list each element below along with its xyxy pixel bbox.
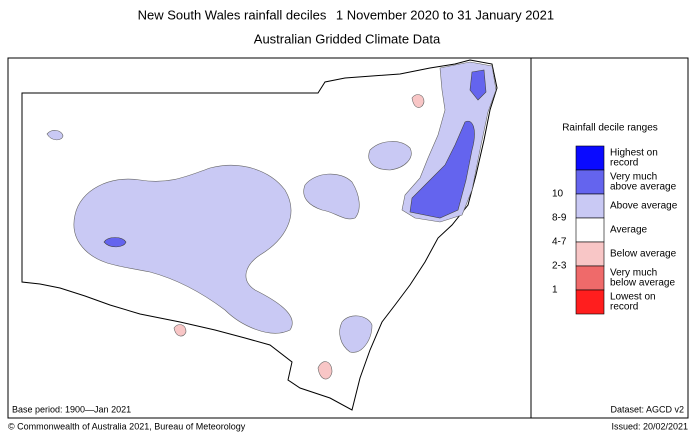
legend-swatch (575, 217, 605, 243)
legend-range: 8-9 (552, 213, 567, 224)
subtitle: Australian Gridded Climate Data (254, 31, 441, 46)
period: 1 November 2020 to 31 January 2021 (336, 7, 554, 22)
above-average-centre (303, 173, 360, 220)
dataset: Dataset: AGCD v2 (610, 404, 684, 414)
very-much-above-average-north (469, 69, 487, 101)
legend-label: Above average (610, 201, 678, 212)
issued: Issued: 20/02/2021 (611, 421, 688, 431)
above-average-east (401, 61, 497, 223)
legend-range: 1 (552, 285, 558, 296)
above-average-west (73, 164, 293, 334)
copyright: © Commonwealth of Australia 2021, Bureau… (8, 421, 246, 431)
above-average-south (339, 315, 373, 353)
legend-swatch (575, 193, 605, 219)
legend-range: 2-3 (552, 261, 567, 272)
legend-label: Highest on (610, 148, 658, 159)
legend-label: Lowest on (610, 292, 656, 303)
very-much-above-average-west (103, 237, 127, 248)
legend-swatch (575, 169, 605, 195)
legend-label: Very much (610, 268, 657, 279)
legend-swatch (575, 241, 605, 267)
frame (7, 57, 689, 419)
below-average (411, 94, 425, 108)
map (21, 59, 498, 411)
legend-label: record (610, 158, 638, 169)
above-average-north (368, 141, 412, 171)
legend-range: 10 (552, 189, 564, 200)
legend-range: 4-7 (552, 237, 567, 248)
base-period: Base period: 1900—Jan 2021 (12, 404, 131, 414)
legend-label: Very much (610, 172, 657, 183)
legend-swatch (575, 145, 605, 171)
legend-label: Below average (610, 249, 677, 260)
legend-label: record (610, 302, 638, 313)
legend-swatch (575, 265, 605, 291)
very-much-above-average (409, 120, 475, 219)
above-average-small (46, 130, 64, 141)
legend-label: below average (610, 278, 675, 289)
legend-title: Rainfall decile ranges (562, 123, 658, 134)
below-average-west (173, 324, 187, 337)
legend-label: Average (610, 225, 648, 236)
title: New South Wales rainfall deciles (138, 7, 327, 22)
legend-label: above average (610, 182, 677, 193)
below-average-south (317, 361, 333, 380)
legend-swatch (575, 289, 605, 315)
